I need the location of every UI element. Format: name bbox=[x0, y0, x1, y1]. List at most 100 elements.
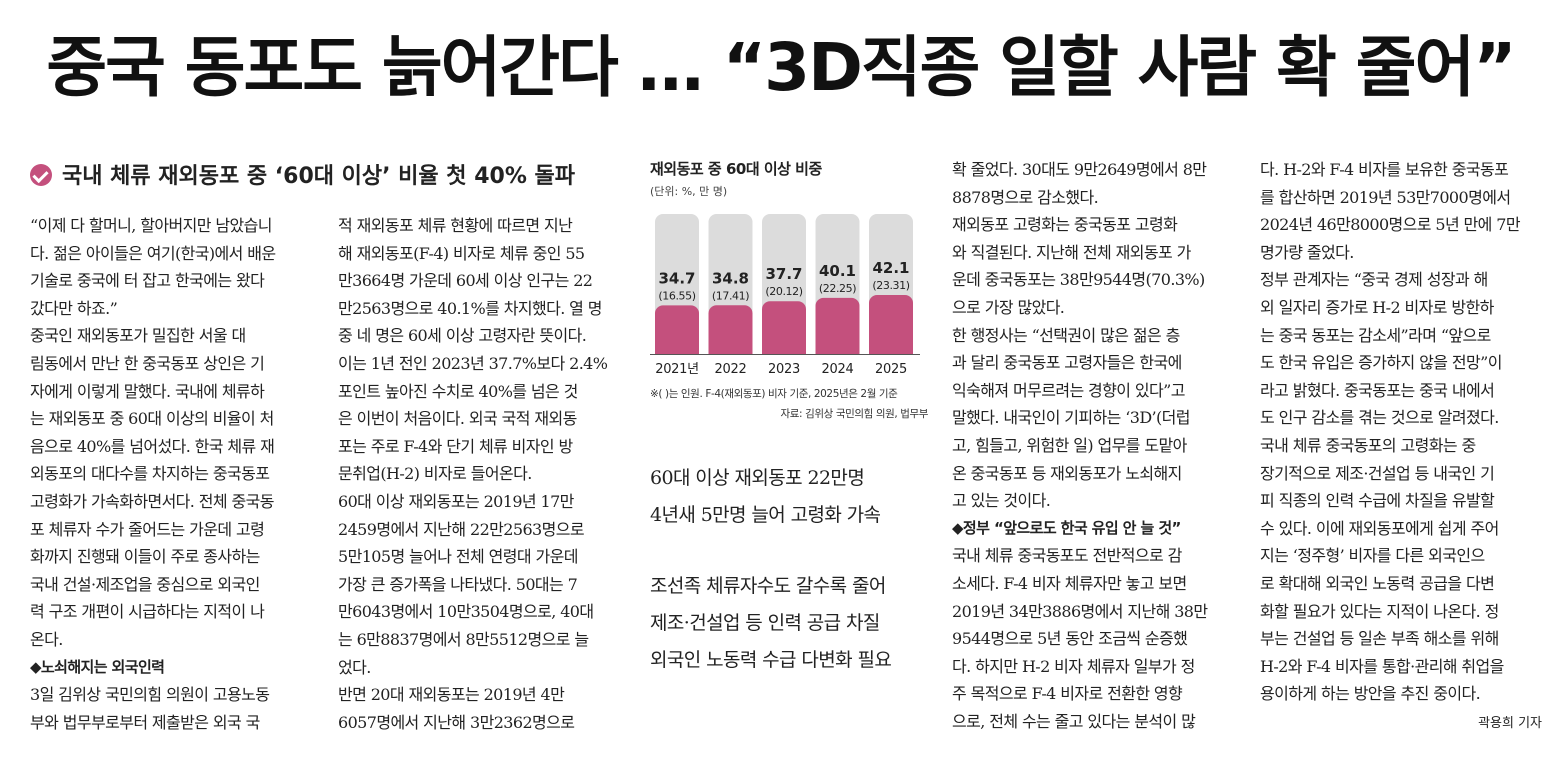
article-line: 고령화가 가속화하면서다. 전체 중국동 bbox=[30, 491, 274, 511]
article-line: 기술로 중국에 터 잡고 한국에는 왔다 bbox=[30, 271, 265, 291]
pull-quote-line: 조선족 체류자수도 갈수록 줄어 bbox=[650, 575, 886, 597]
pull-quote-line: 제조·건설업 등 인력 공급 차질 bbox=[650, 612, 880, 634]
article-line: 국내 체류 중국동포의 고령화는 중 bbox=[1260, 435, 1476, 455]
article-line: 2019년 34만3886명에서 지난해 38만 bbox=[952, 601, 1208, 621]
article-line: 한 행정사는 “선택권이 많은 젊은 층 bbox=[952, 325, 1180, 345]
article-line: 3일 김위상 국민의힘 의원이 고용노동 bbox=[30, 685, 270, 705]
article-line: 으로 가장 많았다. bbox=[952, 297, 1065, 317]
article-line: 림동에서 만난 한 중국동포 상인은 기 bbox=[30, 353, 265, 373]
article-line: 정부 관계자는 “중국 경제 성장과 해 bbox=[1260, 270, 1488, 290]
article-line: ◆노쇠해지는 외국인력 bbox=[30, 657, 165, 676]
article-line: 가장 큰 증가폭을 나타냈다. 50대는 7 bbox=[338, 574, 578, 594]
article-line: 수 있다. 이에 재외동포에게 쉽게 주어 bbox=[1260, 518, 1499, 538]
article-line: 다. 젊은 아이들은 여기(한국)에서 배운 bbox=[30, 243, 276, 263]
article-line: 확 줄었다. 30대도 9만2649명에서 8만 bbox=[952, 160, 1207, 179]
article-line: 만6043명에서 10만3504명으로, 40대 bbox=[338, 602, 594, 622]
headline: 중국 동포도 늙어간다 … “3D직종 일할 사람 확 줄어” bbox=[46, 29, 1516, 106]
article-line: 재외동포 고령화는 중국동포 고령화 bbox=[952, 215, 1178, 235]
article-line: 포는 주로 F-4와 단기 체류 비자인 방 bbox=[338, 436, 573, 456]
article-line: 중 네 명은 60세 이상 고령자란 뜻이다. bbox=[338, 326, 587, 346]
article-line: 60대 이상 재외동포는 2019년 17만 bbox=[338, 491, 574, 511]
chart-note: ※( )는 인원. F-4(재외동포) 비자 기준, 2025년은 2월 기준 bbox=[650, 388, 898, 400]
subhead-text: 국내 체류 재외동포 중 ‘60대 이상’ 비율 첫 40% 돌파 bbox=[62, 164, 576, 189]
article-line: 말했다. 내국인이 기피하는 ‘3D’(더럽 bbox=[952, 408, 1191, 428]
article-line: 화까지 진행돼 이들이 주로 종사하는 bbox=[30, 547, 260, 567]
bar-count-label: (22.25) bbox=[819, 282, 856, 295]
article-line: 부는 건설업 등 일손 부족 해소를 위해 bbox=[1260, 629, 1499, 649]
article-line: 9544명으로 5년 동안 조금씩 순증했 bbox=[952, 629, 1188, 649]
pull-quote-1: 60대 이상 재외동포 22만명 4년새 5만명 늘어 고령화 가속 bbox=[650, 460, 881, 534]
article-line: 운데 중국동포는 38만9544명(70.3%) bbox=[952, 270, 1205, 290]
article-line: 국내 건설·제조업을 중심으로 외국인 bbox=[30, 574, 260, 594]
bar-value-label: 42.1 bbox=[872, 259, 909, 277]
article-line: 화할 필요가 있다는 지적이 나온다. 정 bbox=[1260, 601, 1499, 621]
article-line: ◆정부 “앞으로도 한국 유입 안 늘 것” bbox=[952, 518, 1181, 537]
x-tick-label: 2025 bbox=[875, 362, 907, 377]
article-column-1: “이제 다 할머니, 할아버지만 남았습니 다. 젊은 아이들은 여기(한국)에서… bbox=[30, 212, 315, 736]
article-line: 용이하게 하는 방안을 추진 중이다. bbox=[1260, 684, 1481, 704]
article-line: 를 합산하면 2019년 53만7000명에서 bbox=[1260, 187, 1511, 207]
article-line: 소세다. F-4 비자 체류자만 놓고 보면 bbox=[952, 573, 1187, 593]
article-line: 이는 1년 전인 2023년 37.7%보다 2.4% bbox=[338, 353, 608, 373]
article-line: 고, 힘들고, 위험한 일) 업무를 도맡아 bbox=[952, 435, 1187, 455]
chart-unit: (단위: %, 만 명) bbox=[650, 185, 728, 198]
article-line: 6057명에서 지난해 3만2362명으로 bbox=[338, 712, 575, 732]
article-line: 도 한국 유입은 증가하지 않을 전망”이 bbox=[1260, 353, 1502, 373]
article-line: 포인트 높아진 수치로 40%를 넘은 것 bbox=[338, 381, 578, 401]
article-line: 는 중국 동포는 감소세”라며 “앞으로 bbox=[1260, 325, 1491, 345]
pull-quote-line: 60대 이상 재외동포 22만명 bbox=[650, 467, 865, 489]
article-line: 었다. bbox=[338, 657, 371, 677]
byline: 곽용희 기자 bbox=[1478, 716, 1542, 731]
bar-value bbox=[815, 297, 860, 354]
pull-quote-line: 외국인 노동력 수급 다변화 필요 bbox=[650, 649, 892, 671]
bar-value-label: 40.1 bbox=[819, 262, 856, 280]
x-tick-label: 2023 bbox=[768, 362, 800, 377]
article-line: 포 체류자 수가 줄어드는 가운데 고령 bbox=[30, 519, 265, 539]
article-line: 외 일자리 증가로 H-2 비자로 방한하 bbox=[1260, 297, 1494, 317]
article-line: 도 인구 감소를 겪는 것으로 알려졌다. bbox=[1260, 408, 1499, 428]
article-line: 로 확대해 외국인 노동력 공급을 다변 bbox=[1260, 573, 1495, 593]
article-line: 2459명에서 지난해 22만2563명으로 bbox=[338, 519, 585, 539]
article-line: 력 구조 개편이 시급하다는 지적이 나 bbox=[30, 602, 265, 622]
article-line: 다. 하지만 H-2 비자 체류자 일부가 정 bbox=[952, 656, 1195, 676]
bar-value-label: 34.7 bbox=[658, 269, 695, 287]
x-tick-label: 2021년 bbox=[655, 362, 699, 377]
article-line: 라고 밝혔다. 중국동포는 중국 내에서 bbox=[1260, 380, 1495, 400]
article-line: 음으로 40%를 넘어섰다. 한국 체류 재 bbox=[30, 436, 275, 456]
bar-value bbox=[869, 295, 913, 354]
article-line: 부와 법무부로부터 제출받은 외국 국 bbox=[30, 712, 260, 732]
article-line: H-2와 F-4 비자를 통합·관리해 취업을 bbox=[1260, 656, 1504, 676]
article-line: 지는 ‘정주형’ 비자를 다른 외국인으 bbox=[1260, 546, 1485, 566]
chart-title: 재외동포 중 60대 이상 비중 bbox=[650, 160, 822, 178]
article-line: 만3664명 가운데 60세 이상 인구는 22 bbox=[338, 271, 593, 291]
bar-value bbox=[708, 305, 753, 354]
article-line: 2024년 46만8000명으로 5년 만에 7만 bbox=[1260, 215, 1521, 235]
bar-count-label: (20.12) bbox=[765, 285, 802, 298]
bar-count-label: (23.31) bbox=[872, 279, 909, 292]
article-line: 익숙해져 머무르려는 경향이 있다”고 bbox=[952, 380, 1185, 400]
article-line: 8878명으로 감소했다. bbox=[952, 187, 1099, 207]
article-line: 주 목적으로 F-4 비자로 전환한 영향 bbox=[952, 684, 1183, 704]
article-line: 피 직종의 인력 수급에 차질을 유발할 bbox=[1260, 491, 1495, 511]
article-line: 해 재외동포(F-4) 비자로 체류 중인 55 bbox=[338, 243, 585, 263]
bar-value-label: 37.7 bbox=[765, 265, 802, 283]
article-line: 고 있는 것이다. bbox=[952, 491, 1051, 511]
article-line: 명가량 줄었다. bbox=[1260, 242, 1354, 262]
article-line: 온다. bbox=[30, 629, 63, 649]
chart-box: 재외동포 중 60대 이상 비중 (단위: %, 만 명) 34.7 (16.55… bbox=[650, 158, 930, 420]
article-line: 다. H-2와 F-4 비자를 보유한 중국동포 bbox=[1260, 160, 1509, 179]
x-tick-label: 2022 bbox=[715, 362, 747, 377]
article-line: 온 중국동포 등 재외동포가 노쇠해지 bbox=[952, 463, 1182, 483]
article-line: 적 재외동포 체류 현황에 따르면 지난 bbox=[338, 216, 573, 235]
bar-value-base bbox=[708, 346, 753, 354]
bar-value-base bbox=[655, 346, 699, 354]
bar-count-label: (17.41) bbox=[712, 289, 749, 302]
article-column-3: 확 줄었다. 30대도 9만2649명에서 8만 8878명으로 감소했다. 재외… bbox=[952, 156, 1237, 735]
bar-value-base bbox=[762, 346, 806, 354]
article-line: 는 재외동포 중 60대 이상의 비율이 처 bbox=[30, 409, 274, 429]
pull-quote-line: 4년새 5만명 늘어 고령화 가속 bbox=[650, 504, 881, 526]
article-line: 문취업(H-2) 비자로 들어온다. bbox=[338, 464, 532, 484]
x-tick-label: 2024 bbox=[822, 362, 854, 377]
